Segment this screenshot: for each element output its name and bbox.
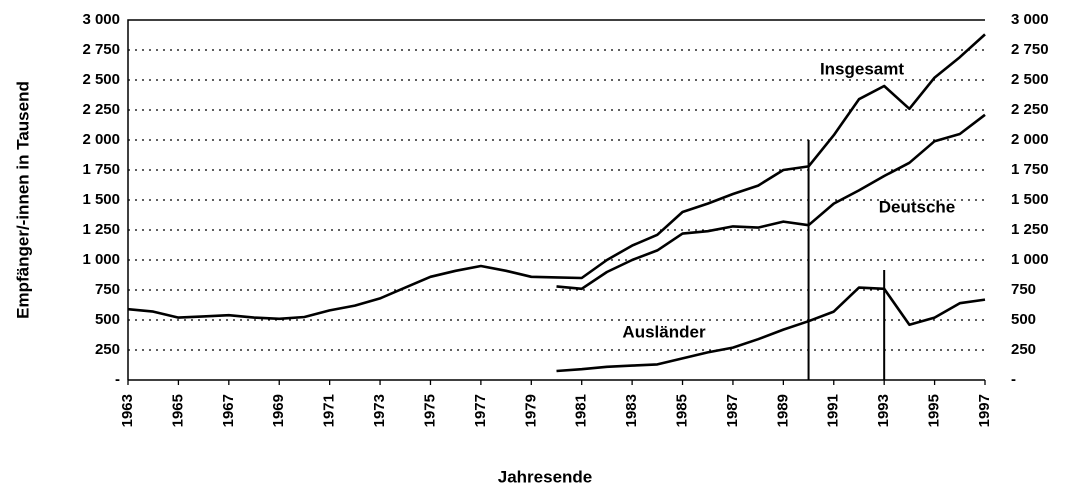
y-tick-label: -	[115, 371, 120, 388]
y-tick-label: 1 000	[82, 251, 120, 268]
x-tick-label: 1997	[976, 394, 993, 427]
x-tick-label: 1995	[926, 394, 943, 427]
x-tick-label: 1985	[673, 394, 690, 427]
y2-tick-label: 1 000	[1011, 251, 1049, 268]
x-tick-label: 1973	[371, 394, 388, 427]
series-line	[556, 286, 986, 373]
plot-frame	[127, 19, 985, 380]
x-tick-label: 1977	[472, 394, 489, 427]
series-line	[556, 113, 986, 291]
y-tick-label: 500	[95, 311, 120, 328]
y-tick-label: 2 000	[82, 131, 120, 148]
y2-tick-label: 2 250	[1011, 101, 1049, 118]
x-tick-label: 1979	[522, 394, 539, 427]
x-tick-label: 1991	[825, 394, 842, 427]
series-label: Ausländer	[622, 322, 706, 341]
y2-tick-label: 2 000	[1011, 131, 1049, 148]
series-label: Deutsche	[879, 197, 956, 216]
x-tick-label: 1963	[119, 394, 136, 427]
x-tick-label: 1971	[321, 394, 338, 427]
y2-tick-label: -	[1011, 371, 1016, 388]
y-tick-label: 1 250	[82, 221, 120, 238]
series-line	[127, 33, 986, 321]
y2-tick-label: 1 250	[1011, 221, 1049, 238]
x-axis-label: Jahresende	[498, 467, 593, 486]
y-tick-label: 1 500	[82, 191, 120, 208]
series-label: Insgesamt	[820, 59, 904, 78]
x-tick-label: 1983	[623, 394, 640, 427]
y-tick-label: 250	[95, 341, 120, 358]
y-axis-label: Empfänger/-innen in Tausend	[13, 81, 32, 319]
x-tick-label: 1989	[774, 394, 791, 427]
x-tick-label: 1987	[724, 394, 741, 427]
y-tick-label: 1 750	[82, 161, 120, 178]
x-tick-label: 1993	[875, 394, 892, 427]
y2-tick-label: 1 750	[1011, 161, 1049, 178]
y2-tick-label: 500	[1011, 311, 1036, 328]
y2-tick-label: 2 750	[1011, 41, 1049, 58]
x-tick-label: 1967	[220, 394, 237, 427]
y2-tick-label: 750	[1011, 281, 1036, 298]
y2-tick-label: 3 000	[1011, 11, 1049, 28]
y-tick-label: 2 750	[82, 41, 120, 58]
y-tick-label: 2 250	[82, 101, 120, 118]
y2-tick-label: 2 500	[1011, 71, 1049, 88]
y2-tick-label: 250	[1011, 341, 1036, 358]
x-tick-label: 1981	[573, 394, 590, 427]
y-tick-label: 750	[95, 281, 120, 298]
x-tick-label: 1965	[169, 394, 186, 427]
y-tick-label: 3 000	[82, 11, 120, 28]
x-tick-label: 1969	[270, 394, 287, 427]
y-tick-label: 2 500	[82, 71, 120, 88]
x-tick-label: 1975	[421, 394, 438, 427]
y2-tick-label: 1 500	[1011, 191, 1049, 208]
